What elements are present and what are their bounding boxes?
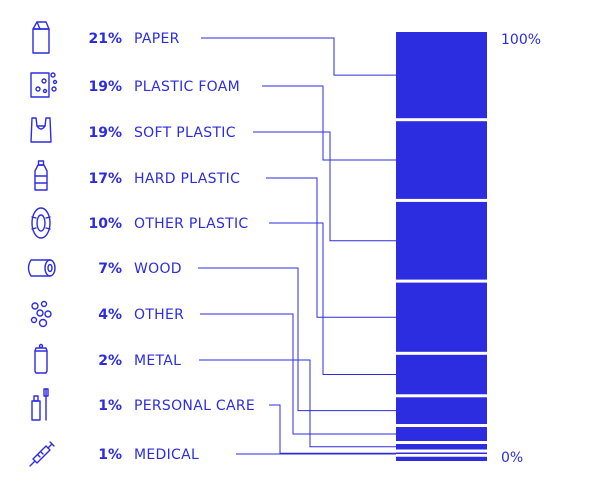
- leader-line-personal-care: [269, 404, 396, 454]
- value-label-medical: 1%: [98, 447, 122, 463]
- value-label-personal-care: 1%: [98, 398, 122, 414]
- value-label-paper: 21%: [88, 31, 122, 47]
- category-label-metal: METAL: [134, 353, 181, 369]
- value-label-wood: 7%: [98, 261, 122, 277]
- category-label-wood: WOOD: [134, 261, 182, 277]
- axis-top-label: 100%: [501, 32, 541, 48]
- leader-line-soft-plastic: [253, 131, 396, 242]
- leader-line-wood: [198, 267, 396, 412]
- toothbrush-icon: [31, 388, 49, 421]
- bar-segment-medical: [396, 456, 487, 461]
- bar-segment-other-plastic: [396, 354, 487, 395]
- leader-line-other-plastic: [269, 222, 396, 376]
- category-label-other: OTHER: [134, 307, 184, 323]
- pellets-icon: [30, 300, 52, 328]
- leader-line-metal: [199, 359, 396, 448]
- icon-column: [27, 21, 58, 467]
- bar-segment-paper: [396, 32, 487, 119]
- bar-segment-plastic-foam: [396, 121, 487, 199]
- category-label-personal-care: PERSONAL CARE: [134, 398, 255, 414]
- bar-segment-metal: [396, 444, 487, 450]
- bar-segment-other: [396, 427, 487, 442]
- value-label-soft-plastic: 19%: [88, 125, 122, 141]
- value-label-plastic-foam: 19%: [88, 79, 122, 95]
- category-label-plastic-foam: PLASTIC FOAM: [134, 79, 240, 95]
- tire-icon: [31, 207, 51, 239]
- value-label-metal: 2%: [98, 353, 122, 369]
- leader-line-other: [200, 313, 396, 435]
- category-label-medical: MEDICAL: [134, 447, 199, 463]
- plastic-bottle-icon: [34, 160, 48, 191]
- bar-segment-soft-plastic: [396, 201, 487, 280]
- leader-lines: [198, 37, 396, 455]
- plastic-bag-icon: [30, 117, 52, 143]
- value-label-hard-plastic: 17%: [88, 171, 122, 187]
- foam-block-icon: [30, 72, 58, 98]
- bar-segment-personal-care: [396, 452, 487, 454]
- category-label-other-plastic: OTHER PLASTIC: [134, 216, 249, 232]
- bar-segment-wood: [396, 397, 487, 425]
- leader-line-paper: [201, 37, 396, 76]
- log-icon: [27, 259, 56, 277]
- can-icon: [34, 343, 48, 374]
- bar-segment-hard-plastic: [396, 282, 487, 352]
- category-label-hard-plastic: HARD PLASTIC: [134, 171, 240, 187]
- leader-line-hard-plastic: [266, 177, 396, 318]
- milk-carton-icon: [32, 21, 50, 54]
- value-label-other-plastic: 10%: [88, 216, 122, 232]
- stacked-bar: [396, 32, 487, 461]
- value-label-other: 4%: [98, 307, 122, 323]
- leader-line-plastic-foam: [262, 85, 396, 161]
- category-label-soft-plastic: SOFT PLASTIC: [134, 125, 236, 141]
- axis-bottom-label: 0%: [501, 450, 523, 466]
- label-column: 21% PAPER 19% PLASTIC FOAM 19% SOFT PLASTIC 17…: [88, 31, 255, 463]
- category-label-paper: PAPER: [134, 31, 180, 47]
- syringe-icon: [29, 441, 55, 467]
